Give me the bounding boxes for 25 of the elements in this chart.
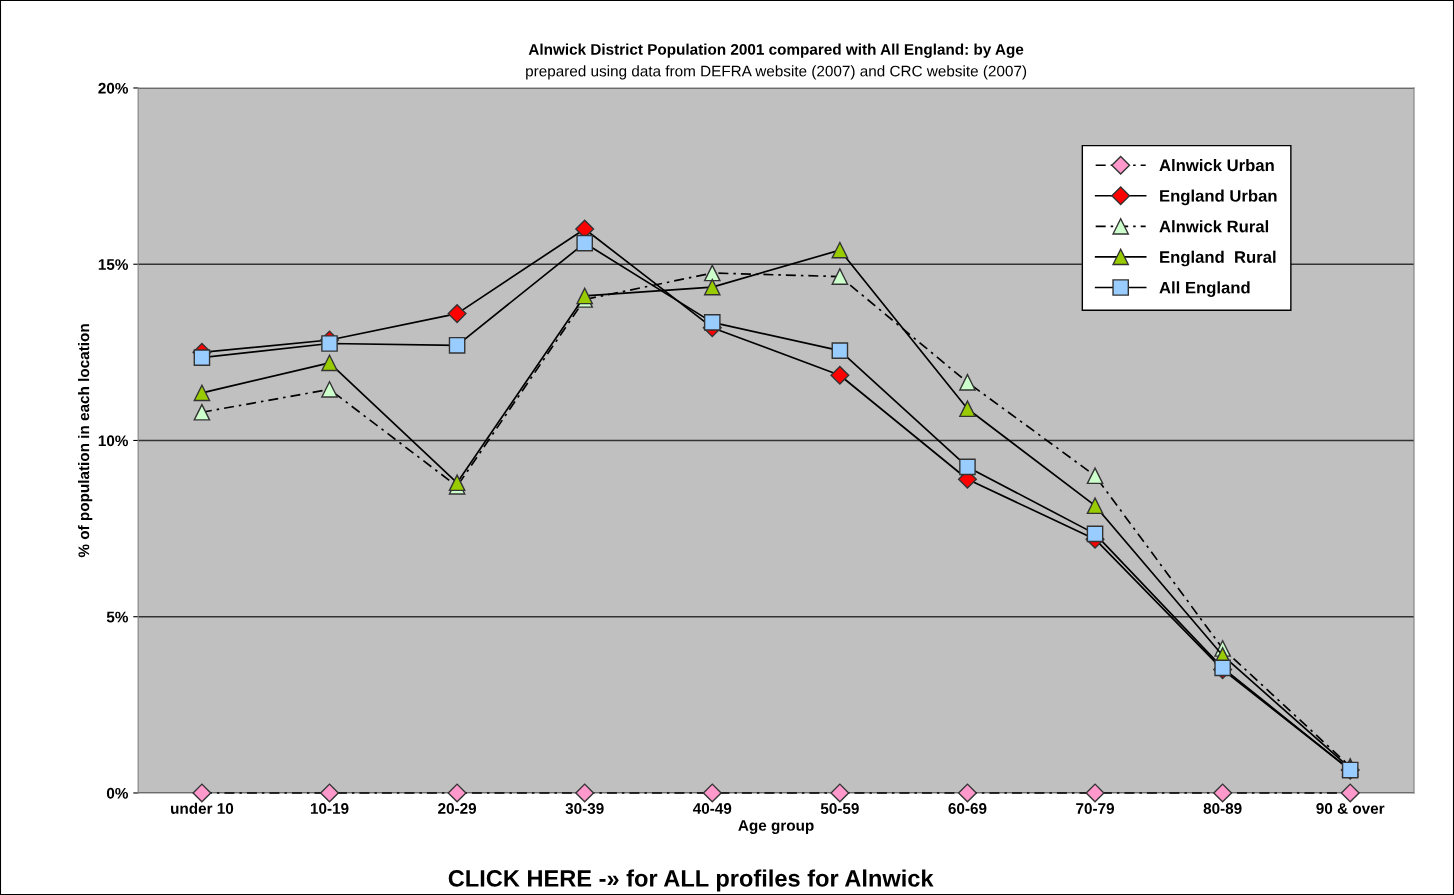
- y-tick-label: 0%: [106, 787, 129, 799]
- x-tick-label: 40-49: [692, 803, 732, 814]
- y-tick-label: 15%: [98, 259, 129, 270]
- x-tick-label: 50-59: [820, 803, 859, 814]
- y-tick-label: 20%: [98, 82, 129, 94]
- x-tick-label: 60-69: [948, 803, 987, 814]
- y-axis-title: % of population in each location: [78, 324, 93, 558]
- x-tick-label: 70-79: [1076, 803, 1115, 814]
- x-tick-label: 80-89: [1203, 803, 1242, 814]
- x-tick-label: 90 & over: [1316, 803, 1385, 814]
- x-tick-label: 30-39: [565, 803, 604, 814]
- chart-subtitle: prepared using data from DEFRA website (2007) and CRC website (2007): [526, 65, 1027, 80]
- y-tick-label: 5%: [106, 611, 129, 623]
- chart-title: Alnwick District Population 2001 compared with All England: by Age: [528, 43, 1024, 58]
- x-tick-label: under 10: [171, 802, 234, 814]
- x-axis-title: Age group: [738, 820, 814, 834]
- y-tick-label: 10%: [98, 435, 129, 447]
- legend-label: England Urban: [1160, 189, 1277, 206]
- legend-label: Alnwick Urban: [1159, 158, 1274, 172]
- legend-label: Alnwick Rural: [1159, 220, 1269, 233]
- legend-label: England Rural: [1160, 250, 1276, 267]
- x-tick-label: 10-19: [310, 803, 349, 814]
- legend-label: All England: [1159, 281, 1250, 297]
- x-tick-label: 20-29: [438, 803, 477, 814]
- text: CLICK HERE -» for ALL profiles for Alnwick: [448, 869, 934, 892]
